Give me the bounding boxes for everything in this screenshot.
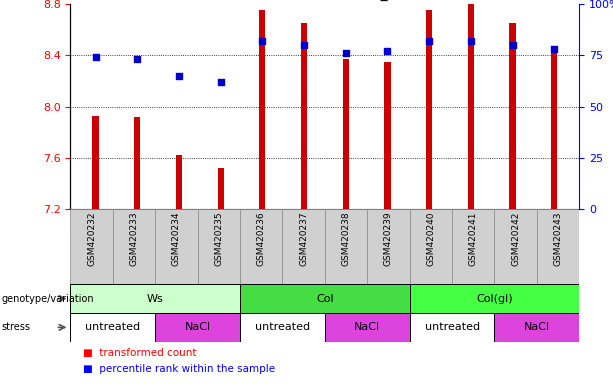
Point [299,42,309,48]
Bar [70,209,113,284]
Bar [240,313,325,342]
Bar [240,284,409,313]
Title: GDS3927 / 256829_at: GDS3927 / 256829_at [248,0,402,2]
Bar [155,313,240,342]
Text: GSM420236: GSM420236 [257,212,266,266]
Text: NaCl: NaCl [185,322,211,333]
Bar [113,209,155,284]
Bar [509,23,516,209]
Text: GSM420233: GSM420233 [129,212,139,266]
Bar [367,209,409,284]
Point [216,79,226,85]
Text: Col: Col [316,293,333,304]
Bar [301,23,307,209]
Text: genotype/variation: genotype/variation [1,293,94,304]
Text: GSM420237: GSM420237 [299,212,308,266]
Bar [70,313,155,342]
Point [174,73,184,79]
Bar [343,59,349,209]
Bar [197,209,240,284]
Point [424,38,434,44]
Bar [551,53,557,209]
Text: GSM420234: GSM420234 [172,212,181,266]
Text: untreated: untreated [85,322,140,333]
Text: GSM420240: GSM420240 [427,212,435,266]
Point [466,38,476,44]
Text: GSM420241: GSM420241 [469,212,478,266]
Bar [155,209,197,284]
Bar [325,209,367,284]
Text: Ws: Ws [147,293,164,304]
Point [508,42,517,48]
Text: GSM420232: GSM420232 [87,212,96,266]
Bar [426,10,432,209]
Point [91,54,101,60]
Text: NaCl: NaCl [524,322,550,333]
Bar [409,313,495,342]
Bar [259,10,265,209]
Point [257,38,267,44]
Bar [283,209,325,284]
Bar [384,61,390,209]
Point [341,50,351,56]
Bar [218,168,224,209]
Bar [176,156,182,209]
Bar [495,209,537,284]
Point [132,56,142,62]
Bar [468,4,474,209]
Text: stress: stress [1,322,30,333]
Text: GSM420243: GSM420243 [554,212,563,266]
Bar [134,117,140,209]
Text: untreated: untreated [255,322,310,333]
Text: GSM420242: GSM420242 [511,212,520,266]
Bar [325,313,409,342]
Text: NaCl: NaCl [354,322,380,333]
Text: ■  transformed count: ■ transformed count [83,348,196,358]
Point [383,48,392,54]
Bar [240,209,283,284]
Bar [452,209,495,284]
Bar [93,116,99,209]
Text: ■  percentile rank within the sample: ■ percentile rank within the sample [83,364,275,374]
Text: untreated: untreated [425,322,479,333]
Text: GSM420238: GSM420238 [341,212,351,266]
Bar [409,284,579,313]
Text: Col(gl): Col(gl) [476,293,513,304]
Point [549,46,559,52]
Bar [495,313,579,342]
Text: GSM420239: GSM420239 [384,212,393,266]
Bar [409,209,452,284]
Text: GSM420235: GSM420235 [215,212,223,266]
Bar [537,209,579,284]
Bar [70,284,240,313]
